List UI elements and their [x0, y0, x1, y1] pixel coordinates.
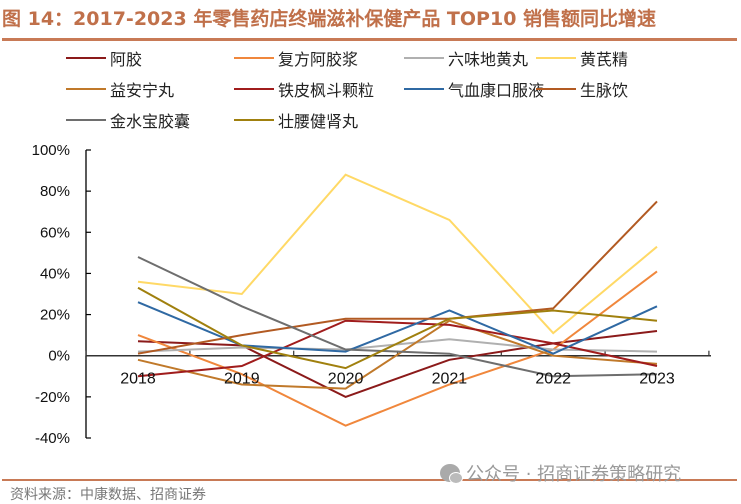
- legend-item: 益安宁丸: [66, 77, 174, 101]
- legend-item: 阿胶: [66, 46, 142, 70]
- y-tick-label: 100%: [32, 142, 70, 159]
- y-tick-label: -20%: [35, 389, 70, 406]
- legend-label: 复方阿胶浆: [278, 50, 359, 69]
- series-line-黄芪精: [137, 173, 658, 335]
- y-tick-label: 20%: [40, 307, 70, 324]
- legend-swatch: [66, 88, 106, 90]
- series-line-气血康口服液: [137, 301, 658, 355]
- wechat-icon: [440, 464, 463, 484]
- legend-item: 生脉饮: [536, 77, 628, 101]
- legend-item: 气血康口服液: [404, 77, 544, 101]
- series-line-壮腰健肾丸: [137, 286, 658, 370]
- series-line-益安宁丸: [137, 319, 658, 390]
- footer-divider: [2, 479, 737, 481]
- legend-swatch: [404, 88, 444, 90]
- legend-label: 金水宝胶囊: [110, 112, 191, 131]
- legend-swatch: [536, 88, 576, 90]
- series-line-生脉饮: [137, 200, 658, 355]
- legend-label: 气血康口服液: [448, 81, 545, 100]
- chart-title: 图 14：2017-2023 年零售药店终端滋补保健产品 TOP10 销售额同比…: [2, 8, 657, 30]
- legend-item: 壮腰健肾丸: [234, 108, 358, 132]
- legend-swatch: [536, 57, 576, 59]
- legend-swatch: [234, 57, 274, 59]
- y-tick-label: 40%: [40, 265, 70, 282]
- source-note: 资料来源：中康数据、招商证券: [10, 487, 206, 503]
- x-tick-label: 2023: [639, 371, 675, 388]
- legend-label: 生脉饮: [580, 81, 629, 100]
- legend-swatch: [66, 119, 106, 121]
- x-tick-label: 2022: [535, 371, 571, 388]
- legend-swatch: [404, 57, 444, 59]
- x-tick-label: 2021: [432, 371, 468, 388]
- legend-item: 金水宝胶囊: [66, 108, 190, 132]
- legend-label: 六味地黄丸: [448, 50, 529, 69]
- legend-label: 阿胶: [110, 50, 143, 69]
- watermark: 公众号 · 招商证券策略研究: [440, 460, 681, 486]
- y-tick-label: 60%: [40, 224, 70, 241]
- y-tick-label: 0%: [48, 348, 70, 365]
- y-tick-label: 80%: [40, 183, 70, 200]
- x-tick-label: 2019: [224, 371, 260, 388]
- watermark-text: 公众号 · 招商证券策略研究: [466, 464, 682, 485]
- legend-label: 黄芪精: [580, 50, 629, 69]
- legend-swatch: [234, 119, 274, 121]
- legend-item: 黄芪精: [536, 46, 628, 70]
- legend-swatch: [66, 57, 106, 59]
- series-line-阿胶: [137, 330, 658, 398]
- series-line-金水宝胶囊: [137, 256, 658, 378]
- legend-swatch: [234, 88, 274, 90]
- y-tick-label: -40%: [35, 430, 70, 447]
- x-tick-label: 2018: [120, 371, 156, 388]
- x-tick-label: 2020: [328, 371, 364, 388]
- legend-label: 壮腰健肾丸: [278, 112, 359, 131]
- legend-item: 铁皮枫斗颗粒: [234, 77, 374, 101]
- legend-label: 益安宁丸: [110, 81, 175, 100]
- legend-item: 复方阿胶浆: [234, 46, 358, 70]
- legend-label: 铁皮枫斗颗粒: [278, 81, 375, 100]
- series-line-铁皮枫斗颗粒: [137, 319, 658, 378]
- title-divider: [2, 38, 737, 41]
- legend-item: 六味地黄丸: [404, 46, 528, 70]
